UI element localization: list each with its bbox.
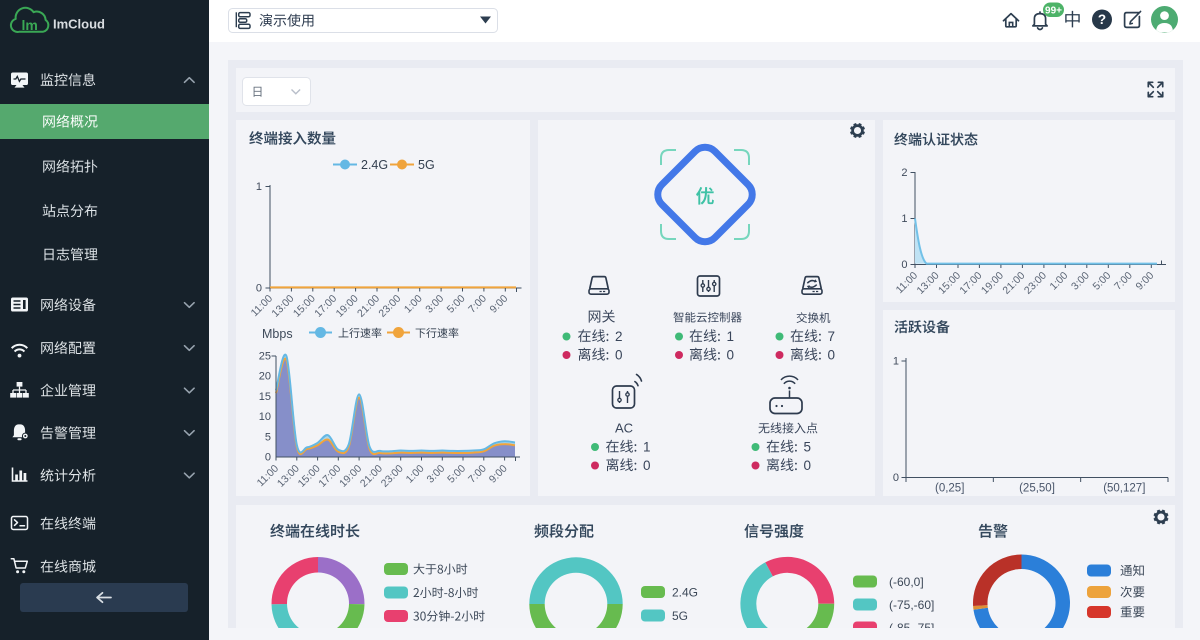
svg-text:0: 0 <box>727 348 735 363</box>
svg-text:25: 25 <box>259 351 271 363</box>
svg-text:0: 0 <box>256 283 262 295</box>
svg-text:5: 5 <box>265 431 271 443</box>
svg-text:(-60,0]: (-60,0] <box>889 575 924 589</box>
svg-text:0: 0 <box>893 472 899 484</box>
svg-text:0: 0 <box>643 458 651 473</box>
svg-text:1: 1 <box>256 181 262 193</box>
svg-text:lm: lm <box>22 17 38 33</box>
svg-text:5: 5 <box>804 440 812 455</box>
svg-text:2.4G: 2.4G <box>361 158 388 172</box>
svg-text:1: 1 <box>901 213 907 225</box>
svg-text:(-85,-75]: (-85,-75] <box>889 621 934 635</box>
svg-text:20: 20 <box>259 371 271 383</box>
svg-text:Mbps: Mbps <box>262 327 293 341</box>
svg-text:2.4G: 2.4G <box>672 586 698 600</box>
svg-text:5G: 5G <box>672 609 688 623</box>
svg-text:(0,25]: (0,25] <box>935 483 964 495</box>
svg-text:7: 7 <box>828 329 836 344</box>
svg-text:(-75,-60]: (-75,-60] <box>889 598 934 612</box>
svg-text:0: 0 <box>804 458 812 473</box>
svg-text:5G: 5G <box>418 158 435 172</box>
svg-text:1: 1 <box>727 329 735 344</box>
svg-text:AC: AC <box>615 421 633 436</box>
svg-text:0: 0 <box>828 348 836 363</box>
svg-text:0: 0 <box>901 259 907 271</box>
svg-text:15: 15 <box>259 391 271 403</box>
svg-text:1: 1 <box>893 356 899 368</box>
svg-text:1: 1 <box>643 440 651 455</box>
svg-text:?: ? <box>1098 12 1106 27</box>
svg-text:ImCloud: ImCloud <box>53 17 105 32</box>
svg-text:(25,50]: (25,50] <box>1019 483 1055 495</box>
svg-text:99+: 99+ <box>1045 5 1062 16</box>
svg-text:0: 0 <box>615 348 623 363</box>
svg-text:2: 2 <box>615 329 623 344</box>
svg-text:0: 0 <box>265 452 271 464</box>
svg-text:10: 10 <box>259 411 271 423</box>
svg-text:(50,127]: (50,127] <box>1103 483 1145 495</box>
svg-text:2: 2 <box>901 167 907 179</box>
